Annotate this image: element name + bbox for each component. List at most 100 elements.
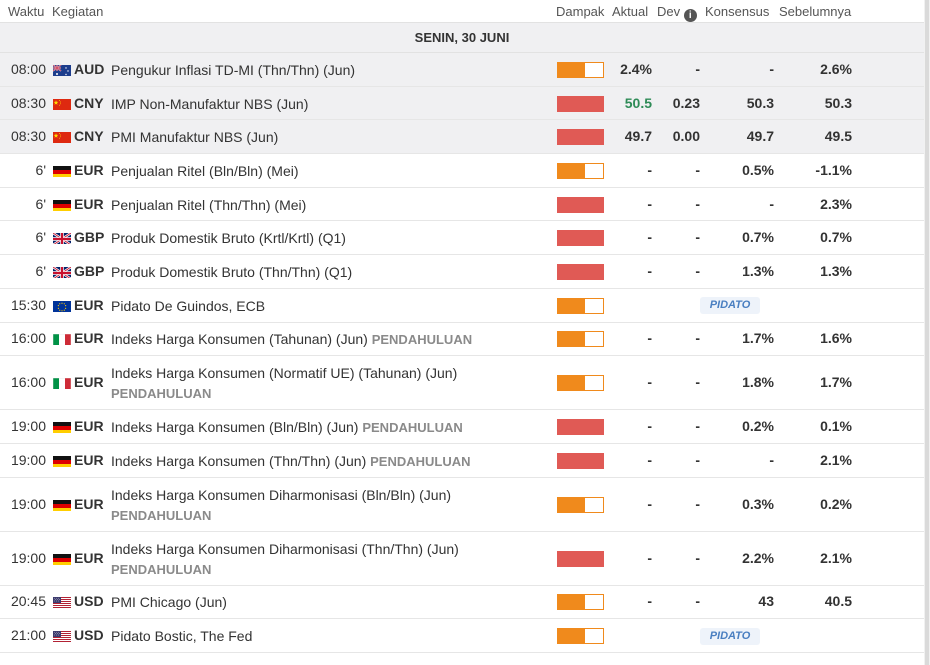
deviation-value: - (695, 195, 700, 212)
currency-code: CNY (74, 128, 104, 145)
previous-value: 2.1% (820, 451, 852, 468)
table-row[interactable]: 16:00 EUR Indeks Harga Konsumen (Tahunan) … (0, 323, 924, 357)
event-name[interactable]: Pengukur Inflasi TD-MI (Thn/Thn) (Jun) (111, 60, 551, 80)
consensus-value: 1.8% (742, 374, 774, 391)
it-flag (53, 377, 71, 390)
actual-value: - (647, 262, 652, 279)
event-title[interactable]: Indeks Harga Konsumen (Tahunan) (Jun) (111, 331, 368, 348)
deviation-value: - (695, 330, 700, 347)
table-row[interactable]: 08:00 AUD Pengukur Inflasi TD-MI (Thn/Thn)… (0, 53, 924, 87)
impact-fill (558, 420, 603, 435)
event-name[interactable]: Indeks Harga Konsumen Diharmonisasi (Bln… (111, 485, 551, 526)
header-consensus[interactable]: Konsensus (705, 4, 770, 19)
gb-flag (53, 232, 71, 245)
table-row[interactable]: 6' GBP Produk Domestik Bruto (Krtl/Krtl) (… (0, 221, 924, 256)
impact-bar (557, 331, 604, 348)
event-title[interactable]: Indeks Harga Konsumen Diharmonisasi (Thn… (111, 540, 459, 557)
event-name[interactable]: IMP Non-Manufaktur NBS (Jun) (111, 94, 551, 114)
event-title[interactable]: PMI Chicago (Jun) (111, 594, 227, 611)
event-name[interactable]: Pidato De Guindos, ECB (111, 296, 551, 316)
event-name[interactable]: Produk Domestik Bruto (Thn/Thn) (Q1) (111, 262, 551, 282)
deviation-value: - (695, 374, 700, 391)
event-name[interactable]: Penjualan Ritel (Bln/Bln) (Mei) (111, 161, 551, 181)
previous-value: 2.3% (820, 195, 852, 212)
actual-value: - (647, 330, 652, 347)
event-name[interactable]: Indeks Harga Konsumen Diharmonisasi (Thn… (111, 539, 551, 580)
impact-fill (558, 163, 585, 178)
table-row[interactable]: 6' EUR Penjualan Ritel (Thn/Thn) (Mei) - - - 2… (0, 188, 924, 222)
event-title[interactable]: Indeks Harga Konsumen (Thn/Thn) (Jun) (111, 452, 367, 469)
event-title[interactable]: Penjualan Ritel (Thn/Thn) (Mei) (111, 196, 307, 213)
previous-value: 1.7% (820, 374, 852, 391)
event-title[interactable]: Produk Domestik Bruto (Krtl/Krtl) (Q1) (111, 230, 346, 247)
info-icon[interactable]: i (683, 9, 697, 22)
event-time: 08:30 (10, 128, 46, 145)
table-row[interactable]: 20:45 USD PMI Chicago (Jun) - - 43 40.5 (0, 586, 924, 620)
impact-fill (558, 332, 585, 347)
currency-code: EUR (74, 451, 104, 468)
event-time: 6' (35, 262, 46, 279)
header-event[interactable]: Kegiatan (52, 4, 104, 19)
event-title[interactable]: Pidato Bostic, The Fed (111, 628, 253, 645)
event-name[interactable]: Pidato Bostic, The Fed (111, 626, 551, 646)
deviation-value: - (695, 451, 700, 468)
previous-value: 0.7% (820, 229, 852, 246)
event-time: 16:00 (10, 330, 46, 347)
event-name[interactable]: Penjualan Ritel (Thn/Thn) (Mei) (111, 195, 551, 215)
currency-code: EUR (74, 161, 104, 178)
impact-bar (557, 162, 604, 179)
table-row[interactable]: 19:00 EUR Indeks Harga Konsumen (Bln/Bln) … (0, 410, 924, 444)
event-name[interactable]: Indeks Harga Konsumen (Bln/Bln) (Jun) PE… (111, 417, 551, 438)
table-row[interactable]: 08:30 CNY IMP Non-Manufaktur NBS (Jun) 50.5… (0, 86, 924, 121)
table-row[interactable]: 19:00 EUR Indeks Harga Konsumen Diharmonis… (0, 532, 924, 586)
event-name[interactable]: PMI Manufaktur NBS (Jun) (111, 127, 551, 147)
event-name[interactable]: Indeks Harga Konsumen (Normatif UE) (Tah… (111, 363, 551, 404)
table-row[interactable]: 6' EUR Penjualan Ritel (Bln/Bln) (Mei) - - 0.… (0, 154, 924, 188)
table-row[interactable]: 16:00 EUR Indeks Harga Konsumen (Normatif … (0, 356, 924, 411)
table-row[interactable]: 19:00 EUR Indeks Harga Konsumen Diharmonis… (0, 478, 924, 532)
actual-value: - (647, 418, 652, 435)
event-name[interactable]: Indeks Harga Konsumen (Thn/Thn) (Jun) PE… (111, 451, 551, 472)
event-name[interactable]: PMI Chicago (Jun) (111, 592, 551, 612)
event-title[interactable]: IMP Non-Manufaktur NBS (Jun) (111, 95, 309, 112)
header-impact[interactable]: Dampak (556, 4, 605, 19)
event-name[interactable]: Indeks Harga Konsumen (Tahunan) (Jun) PE… (111, 329, 551, 350)
deviation-value: - (695, 161, 700, 178)
deviation-value: - (695, 549, 700, 566)
table-row[interactable]: 21:00 USD Pidato Bostic, The Fed PIDATO (0, 619, 924, 653)
speech-badge: PIDATO (700, 627, 760, 645)
event-title[interactable]: Indeks Harga Konsumen Diharmonisasi (Bln… (111, 486, 452, 503)
table-row[interactable]: 15:30 EUR Pidato De Guindos, ECB PIDATO (0, 289, 924, 323)
vertical-scrollbar[interactable] (924, 0, 930, 665)
previous-value: 0.2% (820, 495, 852, 512)
consensus-value: 1.7% (742, 330, 774, 347)
consensus-value: - (769, 60, 774, 77)
actual-value: 49.7 (624, 128, 652, 145)
event-title[interactable]: Produk Domestik Bruto (Thn/Thn) (Q1) (111, 263, 353, 280)
event-title[interactable]: Indeks Harga Konsumen (Bln/Bln) (Jun) (111, 419, 359, 436)
event-name[interactable]: Produk Domestik Bruto (Krtl/Krtl) (Q1) (111, 228, 551, 248)
header-time[interactable]: Waktu (8, 4, 45, 19)
table-row[interactable]: 19:00 EUR Indeks Harga Konsumen (Thn/Thn) … (0, 444, 924, 478)
impact-bar (557, 129, 604, 146)
event-title[interactable]: Penjualan Ritel (Bln/Bln) (Mei) (111, 162, 299, 179)
event-title[interactable]: Pidato De Guindos, ECB (111, 297, 266, 314)
scrollbar-thumb[interactable] (925, 0, 929, 665)
header-dev[interactable]: Dev i (657, 4, 697, 22)
consensus-value: 1.3% (742, 262, 774, 279)
event-title[interactable]: Indeks Harga Konsumen (Normatif UE) (Tah… (111, 365, 458, 382)
impact-fill (558, 264, 603, 279)
de-flag (53, 553, 71, 565)
preliminary-tag: PENDAHULUAN (111, 561, 212, 577)
event-title[interactable]: Pengukur Inflasi TD-MI (Thn/Thn) (Jun) (111, 61, 356, 78)
cn-flag (53, 131, 71, 144)
header-actual[interactable]: Aktual (612, 4, 649, 19)
event-title[interactable]: PMI Manufaktur NBS (Jun) (111, 129, 279, 146)
preliminary-tag: PENDAHULUAN (111, 386, 212, 402)
deviation-value: - (695, 60, 700, 77)
header-previous[interactable]: Sebelumnya (779, 4, 852, 19)
table-row[interactable]: 08:30 CNY PMI Manufaktur NBS (Jun) 49.7 0.00… (0, 120, 924, 155)
impact-fill (558, 453, 603, 468)
de-flag (53, 499, 71, 511)
table-row[interactable]: 6' GBP Produk Domestik Bruto (Thn/Thn) (Q1… (0, 255, 924, 289)
